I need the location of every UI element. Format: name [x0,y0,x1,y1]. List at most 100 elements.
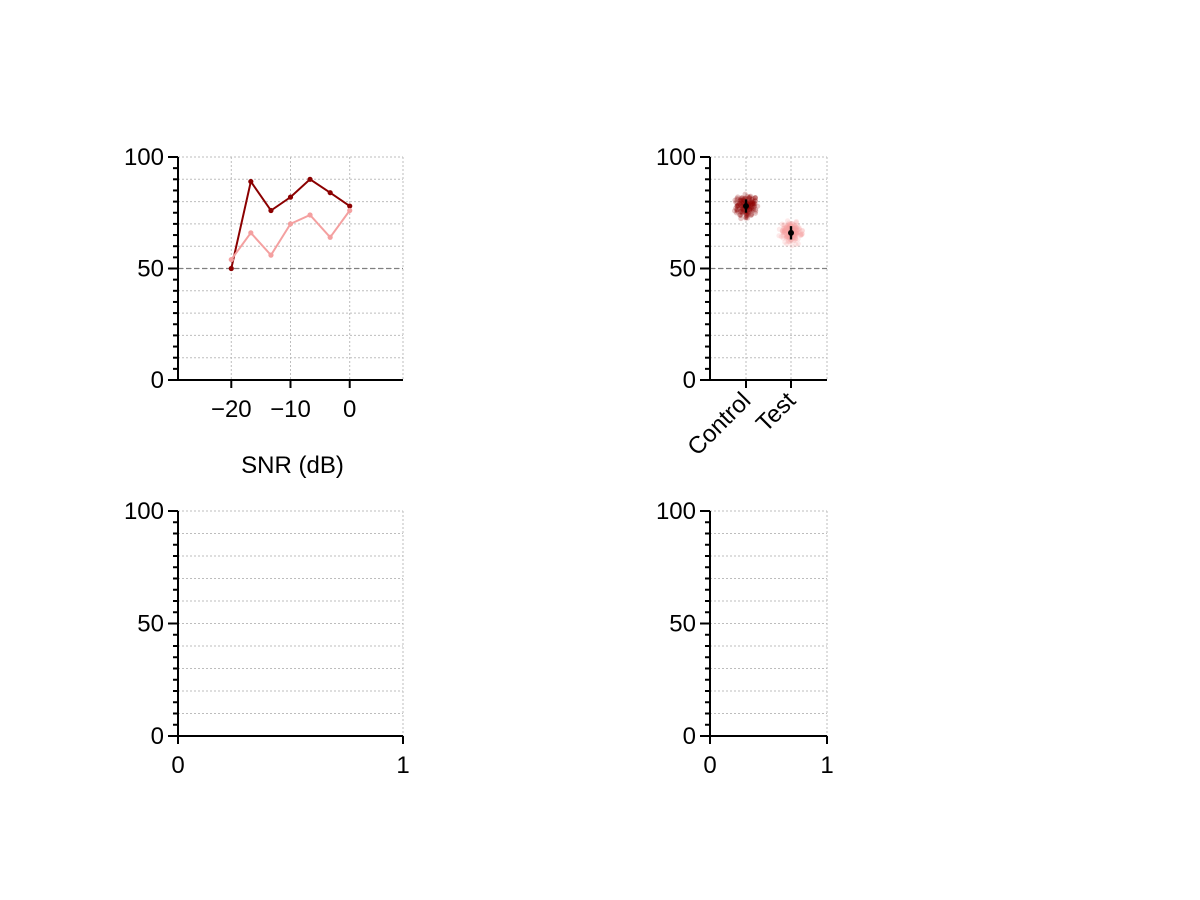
empty-panel-bottom-right: 0 50 100 0 1 [656,498,834,779]
sample-point-test [781,228,787,234]
sample-point-control [744,212,750,219]
sample-point-control [748,198,754,205]
sample-point-control [733,210,740,216]
sample-point-control [739,198,745,204]
snr-line-panel: 0 50 100 −20 −10 0 SNR (dB) [124,144,404,479]
sample-point-test [793,231,799,238]
x-tick-label: 0 [343,396,356,423]
sample-point-control [749,206,755,212]
sample-point-control [734,203,740,209]
series-1-point [347,203,353,209]
sample-point-test [792,225,798,232]
sample-point-control [743,214,749,221]
sample-point-test [781,229,787,235]
sample-point-test [781,225,787,231]
sample-point-control [738,208,744,214]
sample-point-control [747,199,753,205]
sample-point-test [793,234,799,240]
sample-point-test [783,235,789,241]
y-tick-label: 50 [137,611,164,638]
sample-point-test [799,231,805,237]
sample-point-control [742,191,748,197]
y-tick-label: 0 [151,723,164,750]
sample-point-control [752,195,758,201]
sample-point-test [795,236,801,242]
sample-point-test [795,224,801,230]
sample-point-test [796,227,802,233]
sample-point-test [783,225,789,231]
sample-point-control [740,197,747,203]
sample-point-test [789,221,795,227]
sample-point-control [749,208,755,214]
sample-point-control [738,197,744,204]
sample-point-control [755,203,761,209]
sample-point-test [796,227,803,233]
sample-point-control [734,203,740,209]
sample-point-control [734,203,740,209]
sample-point-test [781,225,787,231]
sample-point-test [780,233,786,239]
sample-point-control [734,206,740,213]
sample-point-test [792,232,798,239]
sample-point-control [737,212,743,218]
y-tick-label: 0 [151,367,164,394]
sample-point-control [739,210,745,216]
sample-point-control [748,212,754,218]
sample-point-control [747,205,754,212]
sample-point-test [782,227,788,233]
sample-point-control [751,204,757,210]
sample-point-control [738,195,744,201]
series-2-point [327,234,333,240]
sample-point-control [748,201,754,207]
sample-point-control [751,203,758,209]
y-tick-label: 100 [656,498,696,525]
sample-point-test [793,218,799,225]
sample-point-test [780,222,786,228]
sample-point-test [782,229,788,235]
x-axis-label: SNR (dB) [241,452,344,479]
sample-point-test [797,232,804,238]
sample-point-test [798,231,804,237]
sample-point-test [785,237,791,243]
sample-point-test [784,223,791,229]
y-tick-label: 50 [137,256,164,283]
sample-point-test [779,227,786,234]
x-tick-label: 1 [396,752,409,779]
sample-point-test [793,224,799,231]
sample-point-test [791,226,797,232]
sample-point-test [789,243,795,249]
sample-point-control [738,205,744,211]
sample-point-control [739,208,745,214]
sample-point-control [737,198,743,204]
sample-point-control [731,208,738,214]
sample-point-control [745,212,751,218]
sample-point-test [795,241,801,247]
sample-point-control [748,212,755,218]
sample-point-test [791,234,797,241]
sample-point-control [739,210,745,216]
sample-point-test [793,236,799,242]
sample-point-test [784,241,790,247]
sample-point-test [791,225,798,231]
sample-point-test [786,221,792,228]
x-tick-label: 0 [703,752,716,779]
y-tick-label: 0 [683,723,696,750]
sample-point-test [791,238,797,244]
sample-point-control [747,206,753,213]
sample-point-control [749,211,755,217]
sample-point-control [747,193,754,199]
y-tick-label: 100 [656,144,696,171]
sample-point-test [798,232,804,238]
sample-point-control [750,195,756,201]
sample-point-test [794,231,800,238]
sample-point-control [753,206,759,212]
sample-point-test [780,226,787,232]
sample-point-test [792,225,798,231]
series-2-point [248,230,254,236]
sample-point-control [748,208,754,214]
sample-point-control [733,205,739,211]
sample-point-test [793,236,799,242]
sample-point-test [776,226,783,232]
sample-point-control [748,200,754,206]
sample-point-test [783,224,789,231]
